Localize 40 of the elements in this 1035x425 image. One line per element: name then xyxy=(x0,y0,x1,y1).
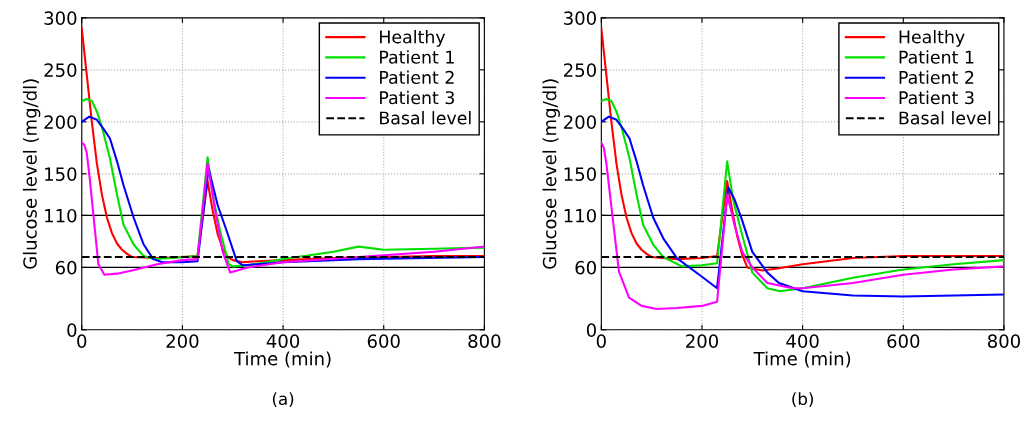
legend-label: Patient 1 xyxy=(899,50,974,64)
y-tick-label: 110 xyxy=(564,208,596,223)
legend-label: Patient 3 xyxy=(380,90,454,105)
y-tick-label: 300 xyxy=(44,11,77,25)
x-tick-label: 400 xyxy=(266,334,300,348)
x-tick-label: 200 xyxy=(166,334,199,348)
legend-label: Basal level xyxy=(899,111,991,125)
y-tick-label: 110 xyxy=(45,208,77,223)
x-tick-label: 800 xyxy=(987,334,1020,348)
y-tick-label: 60 xyxy=(55,260,77,275)
y-tick-label: 0 xyxy=(586,323,596,337)
y-tick-label: 150 xyxy=(45,167,77,181)
x-axis-title: Time (min) xyxy=(753,351,851,368)
y-tick-label: 0 xyxy=(67,323,77,337)
x-axis-title: Time (min) xyxy=(233,351,331,368)
y-tick-label: 150 xyxy=(564,167,596,181)
x-tick-label: 600 xyxy=(887,334,920,348)
legend-label: Patient 2 xyxy=(380,70,454,84)
y-tick-label: 200 xyxy=(564,115,596,129)
legend-label: Patient 3 xyxy=(899,90,974,105)
x-tick-label: 600 xyxy=(367,334,400,348)
text: (b) xyxy=(792,392,813,408)
x-tick-label: 0 xyxy=(77,334,87,348)
legend-label: Basal level xyxy=(380,111,471,125)
legend-label: Healthy xyxy=(380,30,446,47)
x-tick-label: 800 xyxy=(468,334,501,348)
x-tick-label: 0 xyxy=(596,334,606,348)
y-tick-label: 300 xyxy=(564,11,596,25)
y-axis-title: Glucose level (mg/dl) xyxy=(542,79,560,269)
y-axis-title: Glucose level (mg/dl) xyxy=(22,79,41,269)
y-tick-label: 250 xyxy=(44,63,77,77)
y-tick-label: 200 xyxy=(44,115,77,129)
x-tick-label: 400 xyxy=(786,334,819,348)
y-tick-label: 250 xyxy=(564,63,596,77)
legend-label: Patient 2 xyxy=(899,70,974,84)
x-tick-label: 200 xyxy=(686,334,719,348)
text: (a) xyxy=(272,392,294,408)
legend-label: Patient 1 xyxy=(380,50,454,64)
y-tick-label: 60 xyxy=(575,260,596,275)
legend-label: Healthy xyxy=(899,30,965,47)
